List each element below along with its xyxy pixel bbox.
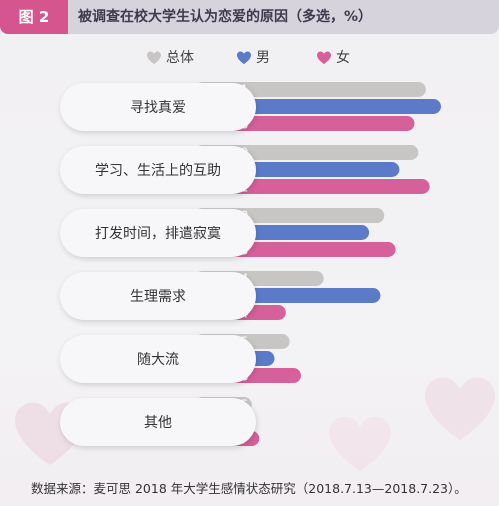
category-label: 生理需求 xyxy=(60,272,256,320)
chart-title: 被调查在校大学生认为恋爱的原因（多选，%） xyxy=(78,9,373,25)
category-label: 打发时间，排遣寂寞 xyxy=(60,209,256,257)
bar-male xyxy=(195,99,441,114)
category-label: 学习、生活上的互助 xyxy=(60,146,256,194)
heart-icon xyxy=(147,51,161,64)
legend-label: 男 xyxy=(256,50,270,66)
category-label: 寻找真爱 xyxy=(60,83,256,131)
category-label: 随大流 xyxy=(60,335,256,383)
heart-icon xyxy=(317,51,331,64)
category-label: 其他 xyxy=(60,398,256,446)
source-footnote: 数据来源：麦可思 2018 年大学生感情状态研究（2018.7.13—2018.… xyxy=(31,481,467,496)
heart-icon xyxy=(237,51,251,64)
decorative-heart-icon xyxy=(329,416,391,472)
decorative-heart-icon xyxy=(425,377,495,440)
bar-female xyxy=(195,179,430,194)
legend-label: 总体 xyxy=(166,50,194,66)
legend-label: 女 xyxy=(336,50,350,66)
bar-total xyxy=(195,82,426,97)
figure-tag: 图 2 xyxy=(0,0,68,34)
title-bar: 图 2 被调查在校大学生认为恋爱的原因（多选，%） xyxy=(0,0,499,34)
